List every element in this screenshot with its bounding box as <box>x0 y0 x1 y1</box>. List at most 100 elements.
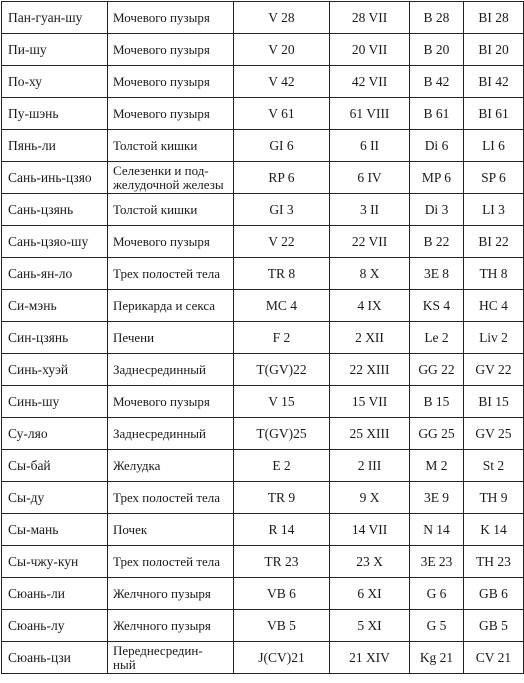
code-cell-4: K 14 <box>463 513 524 546</box>
code-cell-1: TR 8 <box>233 257 330 290</box>
meridian-line: Толстой кишки <box>113 137 198 153</box>
meridian-cell: Желудка <box>107 449 234 482</box>
meridian-line: Мочевого пузыря <box>113 41 210 57</box>
code-cell-4: BI 61 <box>463 97 524 130</box>
code-cell-3: 3E 8 <box>409 257 464 290</box>
meridian-line: Почек <box>113 521 148 537</box>
code-cell-4: BI 20 <box>463 33 524 66</box>
code-cell-3: B 15 <box>409 385 464 418</box>
code-cell-1: MC 4 <box>233 289 330 322</box>
code-cell-3: 3E 9 <box>409 481 464 514</box>
point-name-cell: Синь-хуэй <box>1 353 108 386</box>
code-cell-1: E 2 <box>233 449 330 482</box>
code-cell-3: GG 22 <box>409 353 464 386</box>
code-cell-4: CV 21 <box>463 641 524 674</box>
meridian-cell: Трех полостей тела <box>107 481 234 514</box>
point-name-cell: Си-мэнь <box>1 289 108 322</box>
code-cell-3: Le 2 <box>409 321 464 354</box>
code-cell-1: V 61 <box>233 97 330 130</box>
table-row: Сюань-цзи Переднесредин-ный J(CV)21 21 XIV K… <box>1 641 524 674</box>
meridian-cell: Мочевого пузыря <box>107 385 234 418</box>
code-cell-4: TH 23 <box>463 545 524 578</box>
code-cell-4: LI 3 <box>463 193 524 226</box>
meridian-cell: Переднесредин-ный <box>107 641 234 674</box>
code-cell-4: GV 22 <box>463 353 524 386</box>
meridian-line: Мочевого пузыря <box>113 73 210 89</box>
meridian-cell: Печени <box>107 321 234 354</box>
meridian-cell: Толстой кишки <box>107 193 234 226</box>
point-name-cell: Сань-цзянь <box>1 193 108 226</box>
table-row: По-ху Мочевого пузыря V 42 42 VII B 42 BI 42 <box>1 65 524 98</box>
code-cell-4: Liv 2 <box>463 321 524 354</box>
code-cell-3: B 20 <box>409 33 464 66</box>
code-cell-4: TH 8 <box>463 257 524 290</box>
table-row: Сань-цзяо-шу Мочевого пузыря V 22 22 VII B 2… <box>1 225 524 258</box>
code-cell-4: GB 5 <box>463 609 524 642</box>
meridian-line: ный <box>113 656 136 672</box>
meridian-line: Мочевого пузыря <box>113 105 210 121</box>
code-cell-4: BI 42 <box>463 65 524 98</box>
point-name-cell: Син-цзянь <box>1 321 108 354</box>
code-cell-2: 20 VII <box>329 33 410 66</box>
code-cell-1: V 22 <box>233 225 330 258</box>
code-cell-1: V 15 <box>233 385 330 418</box>
meridian-line: Желудка <box>113 457 161 473</box>
code-cell-2: 6 II <box>329 129 410 162</box>
point-name-cell: Пи-шу <box>1 33 108 66</box>
table-row: Су-ляо Заднесрединный T(GV)25 25 XIII GG 25 G… <box>1 417 524 450</box>
point-name-cell: Су-ляо <box>1 417 108 450</box>
code-cell-3: Di 6 <box>409 129 464 162</box>
code-cell-3: G 5 <box>409 609 464 642</box>
point-name-cell: Пан-гуан-шу <box>1 1 108 34</box>
meridian-line: Мочевого пузыря <box>113 233 210 249</box>
code-cell-2: 22 VII <box>329 225 410 258</box>
point-name-cell: Сюань-цзи <box>1 641 108 674</box>
code-cell-2: 5 XI <box>329 609 410 642</box>
point-name-cell: По-ху <box>1 65 108 98</box>
meridian-cell: Желчного пузыря <box>107 609 234 642</box>
code-cell-4: TH 9 <box>463 481 524 514</box>
point-name-cell: Сань-цзяо-шу <box>1 225 108 258</box>
meridian-cell: Желчного пузыря <box>107 577 234 610</box>
code-cell-2: 61 VIII <box>329 97 410 130</box>
meridian-line: Заднесрединный <box>113 425 206 441</box>
code-cell-2: 6 XI <box>329 577 410 610</box>
meridian-line: Трех полостей тела <box>113 553 221 569</box>
code-cell-4: BI 22 <box>463 225 524 258</box>
meridian-cell: Толстой кишки <box>107 129 234 162</box>
code-cell-1: V 20 <box>233 33 330 66</box>
meridian-line: Печени <box>113 329 155 345</box>
table-row: Пи-шу Мочевого пузыря V 20 20 VII B 20 BI 20 <box>1 33 524 66</box>
code-cell-2: 42 VII <box>329 65 410 98</box>
code-cell-3: GG 25 <box>409 417 464 450</box>
code-cell-1: RP 6 <box>233 161 330 194</box>
code-cell-3: 3E 23 <box>409 545 464 578</box>
meridian-line: Мочевого пузыря <box>113 9 210 25</box>
point-name-cell: Сань-инь-цзяо <box>1 161 108 194</box>
code-cell-4: St 2 <box>463 449 524 482</box>
table-row: Сы-чжу-кун Трех полостей тела TR 23 23 X 3E … <box>1 545 524 578</box>
meridian-cell: Почек <box>107 513 234 546</box>
point-name-cell: Сюань-ли <box>1 577 108 610</box>
meridian-line: Желчного пузыря <box>113 585 211 601</box>
meridian-cell: Трех полостей тела <box>107 545 234 578</box>
meridian-cell: Перикарда и секса <box>107 289 234 322</box>
code-cell-2: 15 VII <box>329 385 410 418</box>
point-name-cell: Сы-ду <box>1 481 108 514</box>
point-name-cell: Синь-шу <box>1 385 108 418</box>
point-name-cell: Сы-мань <box>1 513 108 546</box>
meridian-line: Селезенки и под- <box>113 162 209 178</box>
code-cell-3: Di 3 <box>409 193 464 226</box>
code-cell-4: BI 15 <box>463 385 524 418</box>
code-cell-4: HC 4 <box>463 289 524 322</box>
code-cell-4: GV 25 <box>463 417 524 450</box>
code-cell-2: 25 XIII <box>329 417 410 450</box>
code-cell-2: 23 X <box>329 545 410 578</box>
code-cell-3: B 28 <box>409 1 464 34</box>
table-row: Синь-шу Мочевого пузыря V 15 15 VII B 15 BI 1… <box>1 385 524 418</box>
